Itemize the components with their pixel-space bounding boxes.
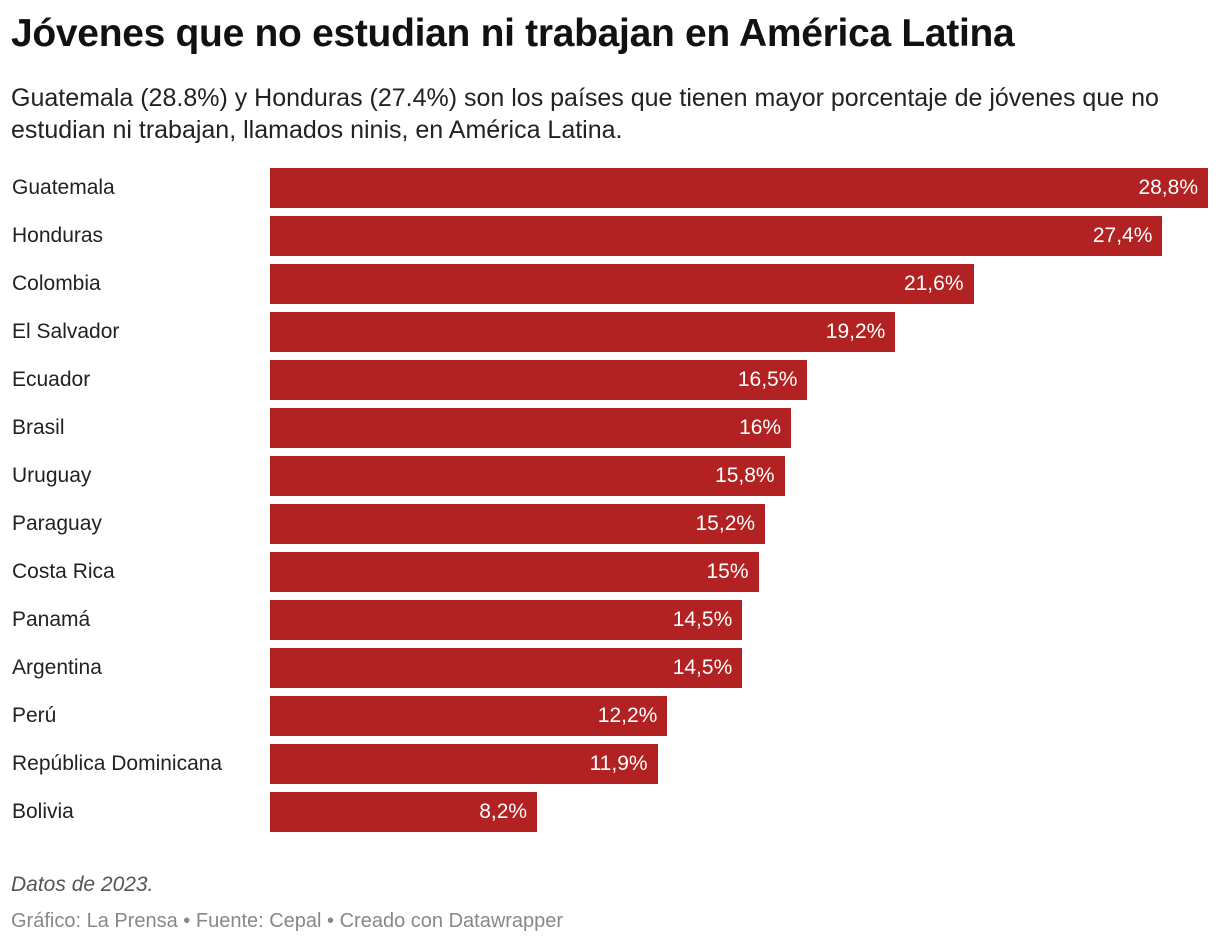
bar bbox=[270, 504, 766, 544]
value-label: 11,9% bbox=[589, 752, 648, 775]
chart-note: Datos de 2023. bbox=[11, 873, 154, 896]
value-label: 12,2% bbox=[597, 704, 658, 727]
bar bbox=[270, 648, 743, 688]
category-label: Colombia bbox=[12, 272, 101, 295]
value-label: 16% bbox=[739, 416, 782, 439]
value-label: 14,5% bbox=[672, 608, 733, 631]
chart-credit: Gráfico: La Prensa • Fuente: Cepal • Cre… bbox=[11, 910, 564, 932]
value-label: 15,2% bbox=[695, 512, 756, 535]
bar bbox=[270, 216, 1163, 256]
value-label: 16,5% bbox=[737, 368, 798, 391]
value-label: 19,2% bbox=[825, 320, 886, 343]
value-label: 27,4% bbox=[1092, 224, 1153, 247]
chart-title: Jóvenes que no estudian ni trabajan en A… bbox=[11, 12, 1015, 55]
category-label: Paraguay bbox=[12, 512, 102, 535]
bar bbox=[270, 312, 896, 352]
category-label: Panamá bbox=[12, 608, 91, 631]
category-label: Uruguay bbox=[12, 464, 92, 487]
bar bbox=[270, 744, 658, 784]
chart-subtitle: Guatemala (28.8%) y Honduras (27.4%) son… bbox=[11, 84, 1159, 144]
bar bbox=[270, 168, 1208, 208]
bar bbox=[270, 696, 668, 736]
category-label: Argentina bbox=[12, 656, 102, 679]
category-label: Costa Rica bbox=[12, 560, 115, 583]
category-label: Ecuador bbox=[12, 368, 91, 391]
category-label: Bolivia bbox=[12, 800, 74, 823]
value-label: 15% bbox=[706, 560, 749, 583]
bar bbox=[270, 264, 974, 304]
value-label: 28,8% bbox=[1138, 176, 1198, 199]
category-label: República Dominicana bbox=[12, 752, 223, 775]
category-label: Perú bbox=[12, 704, 57, 727]
bar bbox=[270, 600, 743, 640]
value-label: 21,6% bbox=[903, 272, 964, 295]
bar bbox=[270, 360, 808, 400]
value-label: 14,5% bbox=[672, 656, 733, 679]
bar bbox=[270, 792, 538, 832]
category-label: Guatemala bbox=[12, 176, 115, 199]
value-label: 8,2% bbox=[479, 800, 528, 823]
category-label: El Salvador bbox=[12, 320, 120, 343]
bar bbox=[270, 408, 792, 448]
category-label: Brasil bbox=[12, 416, 65, 439]
bar bbox=[270, 456, 785, 496]
value-label: 15,8% bbox=[715, 464, 775, 487]
category-label: Honduras bbox=[12, 224, 104, 247]
bar bbox=[270, 552, 759, 592]
